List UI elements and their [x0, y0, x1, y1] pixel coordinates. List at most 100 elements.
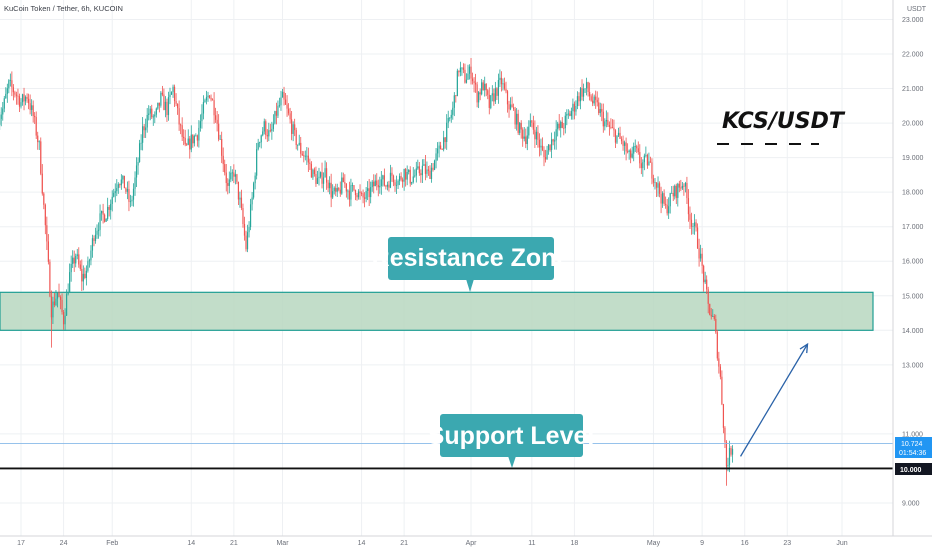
candle-body — [465, 79, 468, 83]
candle-body — [120, 179, 122, 186]
candle-body — [563, 127, 565, 129]
candle-body — [44, 204, 46, 226]
candle-body — [351, 185, 354, 186]
candle-body — [566, 114, 568, 116]
candle-body — [602, 111, 604, 127]
candle-body — [730, 447, 732, 455]
candle-body — [193, 135, 195, 144]
time-axis[interactable]: 17 24 Feb 14 21 Mar 14 21 Apr 11 18 May 9 16 23 Jun — [17, 540, 848, 547]
candle-body — [266, 135, 268, 137]
support-price-text: 10.000 — [900, 467, 922, 474]
candle-body — [701, 253, 703, 266]
candle-body — [719, 366, 721, 377]
candle-body — [403, 169, 405, 182]
candle-body — [180, 124, 182, 126]
candle-body — [236, 174, 238, 182]
candle-body — [53, 301, 56, 306]
candle-body — [408, 169, 410, 173]
candle-body — [681, 185, 683, 189]
candle-body — [79, 264, 81, 269]
candle-body — [674, 185, 676, 197]
price-axis[interactable]: 23.000 22.000 21.000 20.000 19.000 18.000 17.0… — [902, 17, 924, 508]
candle-body — [598, 102, 600, 114]
candle-body — [449, 117, 451, 119]
candle-body — [652, 178, 655, 183]
y-tick-label: 9.000 — [902, 501, 920, 508]
candle-body — [462, 67, 465, 70]
candle-body — [90, 250, 92, 261]
candle-body — [713, 315, 715, 319]
candle-body — [484, 83, 486, 91]
candle-body — [78, 254, 80, 265]
x-tick-label: 14 — [358, 540, 366, 547]
candle-body — [205, 97, 208, 101]
candle-body — [490, 95, 492, 108]
candle-body — [155, 108, 157, 115]
candle-body — [246, 232, 249, 250]
candle-body — [625, 142, 627, 152]
y-tick-label: 19.000 — [902, 155, 924, 162]
candle-body — [166, 101, 168, 116]
candle-body — [75, 255, 77, 264]
candle-body — [619, 132, 621, 139]
candle-body — [287, 108, 290, 114]
candle-body — [444, 137, 446, 142]
candle-body — [482, 82, 484, 91]
candle-body — [114, 191, 116, 193]
candle-body — [412, 176, 414, 183]
candle-body — [488, 94, 490, 108]
resistance-callout[interactable]: Resistance Zone — [372, 237, 571, 292]
candle-body — [467, 73, 469, 80]
candle-body — [239, 197, 241, 200]
candle-body — [338, 188, 340, 190]
candle-body — [321, 172, 323, 184]
candle-body — [620, 138, 623, 142]
candle-body — [224, 164, 226, 173]
candle-body — [471, 78, 474, 82]
candle-body — [395, 184, 398, 186]
candle-body — [129, 201, 132, 203]
candle-body — [595, 96, 597, 100]
candle-body — [432, 167, 434, 170]
candle-body — [105, 218, 107, 222]
candle-body — [300, 142, 302, 154]
currency-label: USDT — [907, 6, 927, 13]
candle-body — [46, 225, 48, 242]
candle-body — [32, 105, 34, 116]
candle-body — [421, 165, 423, 176]
candle-body — [630, 150, 632, 158]
candle-body — [20, 102, 22, 107]
candle-body — [348, 190, 350, 200]
y-tick-label: 22.000 — [902, 52, 924, 59]
candle-body — [525, 136, 527, 145]
y-tick-label: 20.000 — [902, 121, 924, 128]
candle-body — [307, 155, 309, 163]
x-tick-label: 17 — [17, 540, 25, 547]
candle-body — [18, 96, 21, 107]
candle-body — [157, 102, 159, 109]
candle-body — [634, 146, 636, 147]
candle-body — [645, 154, 647, 156]
candle-body — [481, 82, 483, 95]
candle-body — [21, 94, 24, 103]
candle-body — [138, 143, 141, 163]
candle-body — [313, 169, 316, 175]
candle-body — [227, 183, 229, 186]
candle-body — [487, 90, 489, 95]
candle-body — [245, 235, 247, 250]
support-callout[interactable]: Support Level — [428, 414, 595, 468]
candle-body — [654, 182, 656, 184]
candle-body — [392, 175, 395, 183]
x-tick-label: 24 — [60, 540, 68, 547]
candle-body — [511, 104, 513, 108]
candle-body — [316, 178, 319, 184]
candle-body — [461, 67, 463, 69]
candle-body — [724, 427, 726, 442]
candle-body — [648, 161, 650, 166]
candle-body — [210, 97, 212, 100]
candle-body — [207, 95, 209, 98]
candle-body — [198, 127, 200, 141]
candle-body — [581, 88, 583, 97]
candle-body — [70, 263, 72, 273]
